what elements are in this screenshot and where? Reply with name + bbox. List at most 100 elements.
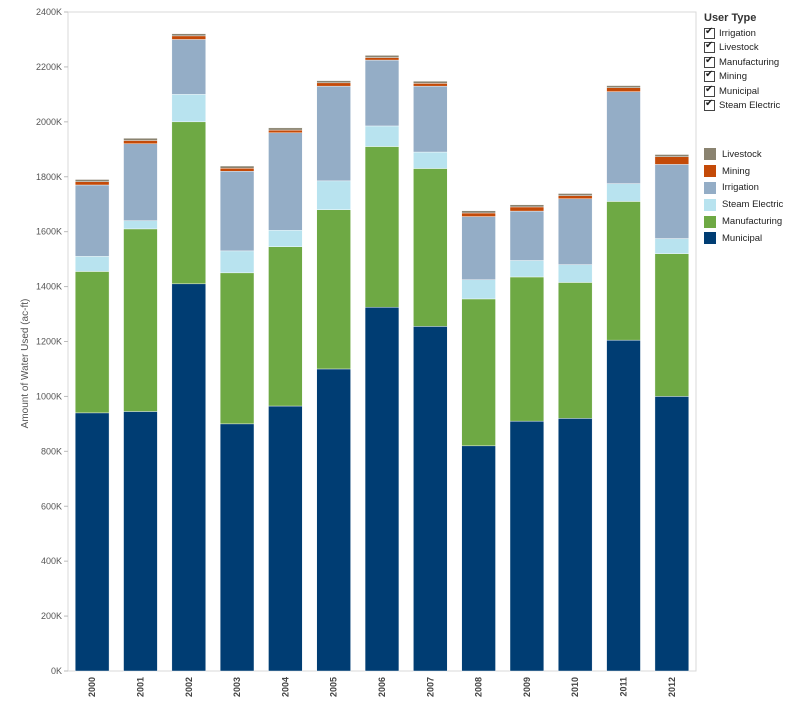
bar-segment-mining [654, 156, 689, 165]
legend-swatch [704, 165, 716, 178]
bar-segment-mining [75, 181, 110, 186]
y-axis-title: Amount of Water Used (ac-ft) [20, 299, 31, 429]
bar-segment-mining [558, 195, 593, 199]
y-tick-label: 1600K [36, 227, 62, 237]
bar-segment-mining [316, 82, 351, 87]
bar-segment-irrigation [461, 216, 496, 280]
y-tick-label: 400K [41, 556, 62, 566]
bar-segment-irrigation [509, 210, 545, 261]
bar-segment-manufacturing [654, 253, 689, 397]
bar-segment-mining [509, 206, 545, 212]
bar-segment-municipal [558, 418, 593, 672]
bar-segment-mining [123, 140, 158, 145]
legend-label: Mining [722, 165, 750, 177]
y-tick-label: 2000K [36, 117, 62, 127]
legend-item-irrigation: Irrigation [704, 180, 800, 197]
bar-segment-livestock [316, 80, 351, 84]
bar-segment-municipal [606, 339, 641, 672]
x-tick-label: 2007 [425, 677, 435, 697]
filter-item-label: Steam Electric [719, 100, 781, 112]
bar-segment-livestock [461, 210, 496, 214]
bar-segment-mining [268, 129, 303, 134]
bar-segment-manufacturing [364, 146, 400, 308]
bar-segment-mining [219, 168, 255, 172]
bar-segment-livestock [606, 85, 641, 88]
x-tick-label: 2012 [667, 677, 677, 697]
legend-swatch [704, 232, 716, 245]
bar-segment-livestock [654, 154, 689, 157]
bar-segment-municipal [413, 326, 448, 672]
checkbox-icon[interactable] [704, 40, 715, 54]
bar-segment-steam-electric [123, 220, 158, 230]
bar-segment-manufacturing [219, 272, 255, 425]
bar-segment-manufacturing [509, 276, 545, 422]
bar-segment-municipal [461, 445, 496, 672]
bar-segment-irrigation [316, 85, 351, 182]
legend-label: Livestock [722, 148, 762, 160]
legend-swatch [704, 198, 716, 211]
filter-item-label: Mining [719, 71, 747, 83]
stacked-bar-chart: 0K 200K 400K 600K 800K 1000K 1200K 1400K 1600K 18… [20, 7, 697, 697]
filter-title: User Type [704, 12, 757, 24]
bar-segment-municipal [123, 411, 158, 672]
filter-item-municipal[interactable]: Municipal [704, 84, 800, 99]
bar-segment-manufacturing [268, 246, 303, 407]
legend-item-livestock: Livestock [704, 146, 800, 163]
bar-segment-irrigation [364, 59, 400, 127]
bar-segment-manufacturing [413, 168, 448, 327]
filter-item-label: Irrigation [719, 27, 756, 39]
y-tick-label: 1000K [36, 391, 62, 401]
y-tick-label: 0K [51, 666, 62, 676]
y-tick-label: 1400K [36, 282, 62, 292]
x-tick-label: 2002 [184, 677, 194, 697]
bar-segment-steam-electric [268, 230, 303, 247]
legend-label: Municipal [722, 232, 763, 244]
checkbox-icon[interactable] [704, 69, 715, 83]
filter-item-manufacturing[interactable]: Manufacturing [704, 55, 800, 70]
legend-swatch [704, 181, 716, 194]
legend-item-steam-electric: Steam Electric [704, 196, 800, 213]
bar-segment-manufacturing [75, 271, 110, 414]
legend-label: Steam Electric [722, 199, 784, 211]
x-tick-label: 2010 [570, 677, 580, 697]
bar-segment-municipal [75, 412, 110, 672]
y-tick-label: 2200K [36, 62, 62, 72]
y-tick-label: 2400K [36, 7, 62, 17]
bar-segment-irrigation [558, 198, 593, 265]
bar-segment-municipal [509, 420, 545, 672]
bar-segment-municipal [219, 423, 255, 672]
bar-segment-municipal [316, 368, 351, 672]
bar-segment-municipal [268, 405, 303, 672]
filter-item-livestock[interactable]: Livestock [704, 40, 800, 56]
filter-item-steam-electric[interactable]: Steam Electric [704, 98, 800, 114]
bar-segment-irrigation [654, 164, 689, 239]
bar-segment-steam-electric [364, 125, 400, 147]
bar-segment-livestock [558, 193, 593, 196]
bar-segment-mining [413, 83, 448, 87]
x-tick-label: 2004 [280, 677, 290, 697]
checkbox-icon[interactable] [704, 84, 715, 97]
bar-segment-steam-electric [461, 279, 496, 300]
filter-item-label: Municipal [719, 85, 760, 97]
bar-segment-steam-electric [509, 260, 545, 278]
bar-segment-steam-electric [654, 238, 689, 254]
bar-segment-irrigation [171, 39, 206, 95]
checkbox-icon[interactable] [704, 26, 715, 39]
filter-item-irrigation[interactable]: Irrigation [704, 26, 800, 41]
bar-segment-municipal [171, 283, 206, 672]
bar-segment-irrigation [75, 184, 110, 257]
y-tick-label: 1200K [36, 337, 62, 347]
y-tick-label: 800K [41, 446, 62, 456]
bar-segment-mining [461, 212, 496, 217]
y-tick-label: 200K [41, 611, 62, 621]
bar-segment-steam-electric [75, 256, 110, 272]
legend-item-manufacturing: Manufacturing [704, 213, 800, 230]
checkbox-icon[interactable] [704, 98, 715, 112]
bar-segment-irrigation [606, 91, 641, 184]
bar-segment-livestock [171, 33, 206, 37]
checkbox-icon[interactable] [704, 55, 715, 68]
filter-item-mining[interactable]: Mining [704, 69, 800, 85]
x-tick-label: 2005 [329, 677, 339, 697]
y-tick-label: 1800K [36, 172, 62, 182]
chart-area: 0K 200K 400K 600K 800K 1000K 1200K 1400K 1600K 18… [20, 7, 697, 697]
